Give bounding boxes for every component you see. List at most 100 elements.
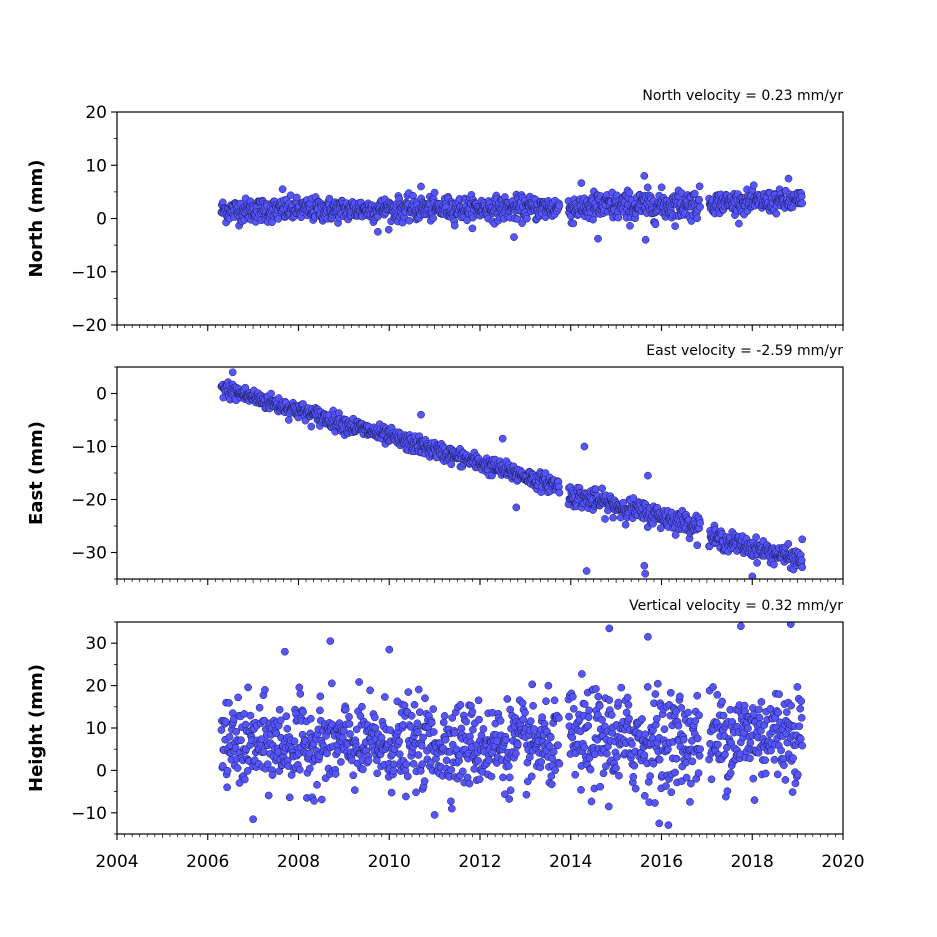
- height-data-point: [381, 693, 389, 701]
- height-data-point: [403, 772, 412, 781]
- height-data-point: [349, 771, 358, 780]
- height-data-point: [263, 760, 272, 769]
- height-data-points: [217, 622, 807, 829]
- height-data-point: [513, 740, 522, 749]
- height-data-point: [412, 788, 420, 797]
- east-outlier-point: [644, 471, 652, 480]
- height-data-point: [223, 783, 231, 792]
- height-data-point: [781, 776, 790, 784]
- height-data-point: [569, 704, 578, 713]
- east-data-point: [307, 422, 316, 431]
- height-data-point: [767, 746, 775, 755]
- x-tick-label: 2008: [277, 852, 320, 872]
- height-data-point: [529, 701, 537, 710]
- height-data-point: [640, 791, 649, 800]
- east-outlier-point: [512, 503, 521, 512]
- x-tick-label: 2016: [640, 852, 683, 872]
- east-y-tick-label: −30: [71, 544, 107, 564]
- north-data-point: [651, 220, 660, 229]
- north-outlier-point: [640, 172, 649, 180]
- height-data-point: [499, 773, 507, 782]
- height-data-point: [282, 712, 291, 721]
- height-data-point: [485, 756, 493, 765]
- north-outlier-point: [278, 185, 287, 194]
- height-data-point: [225, 699, 233, 707]
- height-data-point: [538, 713, 547, 722]
- height-data-point: [501, 790, 509, 799]
- height-data-point: [780, 761, 788, 770]
- height-data-point: [628, 740, 636, 748]
- height-data-point: [677, 703, 686, 712]
- east-data-point: [267, 389, 275, 398]
- height-data-point: [713, 740, 722, 749]
- height-y-tick-label: −10: [71, 804, 107, 824]
- height-data-point: [417, 741, 426, 750]
- height-data-point: [671, 768, 679, 777]
- height-data-point: [416, 767, 425, 775]
- height-data-point: [448, 714, 457, 722]
- height-data-point: [317, 795, 326, 804]
- x-tick-label: 2004: [95, 852, 138, 872]
- height-data-point: [244, 683, 252, 692]
- north-velocity-title: North velocity = 0.23 mm/yr: [642, 88, 843, 104]
- height-outlier-point: [385, 645, 394, 654]
- north-data-point: [450, 221, 459, 230]
- east-data-point: [770, 560, 778, 569]
- height-data-point: [672, 754, 681, 763]
- height-outlier-point: [249, 815, 257, 824]
- height-data-point: [305, 749, 314, 758]
- height-data-point: [660, 725, 669, 734]
- east-data-point: [629, 494, 638, 502]
- height-data-point: [272, 729, 281, 738]
- height-data-point: [549, 748, 558, 756]
- height-data-point: [395, 737, 404, 746]
- height-data-point: [617, 683, 626, 692]
- north-outlier-point: [417, 182, 425, 191]
- height-data-point: [666, 688, 675, 697]
- height-data-point: [458, 767, 467, 776]
- height-data-point: [592, 685, 600, 693]
- height-data-point: [726, 769, 735, 777]
- height-data-point: [723, 787, 732, 795]
- north-data-point: [518, 219, 526, 227]
- height-data-point: [474, 696, 483, 705]
- height-data-point: [426, 758, 435, 767]
- height-data-point: [571, 770, 580, 779]
- height-data-point: [447, 797, 455, 806]
- height-data-point: [488, 748, 496, 757]
- height-data-point: [797, 713, 806, 722]
- north-data-point: [523, 214, 531, 223]
- height-data-point: [240, 775, 249, 784]
- height-outlier-point: [326, 637, 335, 645]
- height-data-point: [505, 773, 514, 782]
- north-data-point: [555, 201, 564, 210]
- height-data-point: [475, 775, 484, 784]
- height-data-point: [646, 772, 654, 780]
- height-data-point: [359, 765, 367, 774]
- height-data-point: [793, 683, 802, 691]
- height-data-point: [525, 753, 534, 762]
- height-data-point: [261, 686, 269, 694]
- north-outlier-point: [594, 234, 602, 243]
- height-data-point: [232, 727, 241, 736]
- east-data-point: [752, 533, 760, 542]
- east-data-point: [601, 515, 609, 523]
- height-data-point: [774, 708, 783, 717]
- height-data-point: [707, 775, 716, 784]
- height-data-point: [468, 707, 477, 716]
- height-data-point: [682, 758, 690, 767]
- height-data-point: [355, 678, 363, 686]
- height-data-point: [679, 735, 688, 744]
- height-data-point: [625, 714, 633, 723]
- height-data-point: [791, 779, 800, 788]
- north-y-tick-label: 20: [85, 103, 107, 123]
- height-outlier-point: [605, 624, 614, 633]
- height-data-point: [684, 708, 692, 717]
- east-outlier-point: [582, 567, 591, 575]
- east-outlier-point: [228, 368, 237, 377]
- east-data-point: [609, 513, 617, 522]
- height-data-point: [796, 704, 805, 713]
- height-data-point: [237, 736, 245, 745]
- north-y-tick-label: −10: [71, 263, 107, 283]
- height-data-point: [664, 745, 672, 754]
